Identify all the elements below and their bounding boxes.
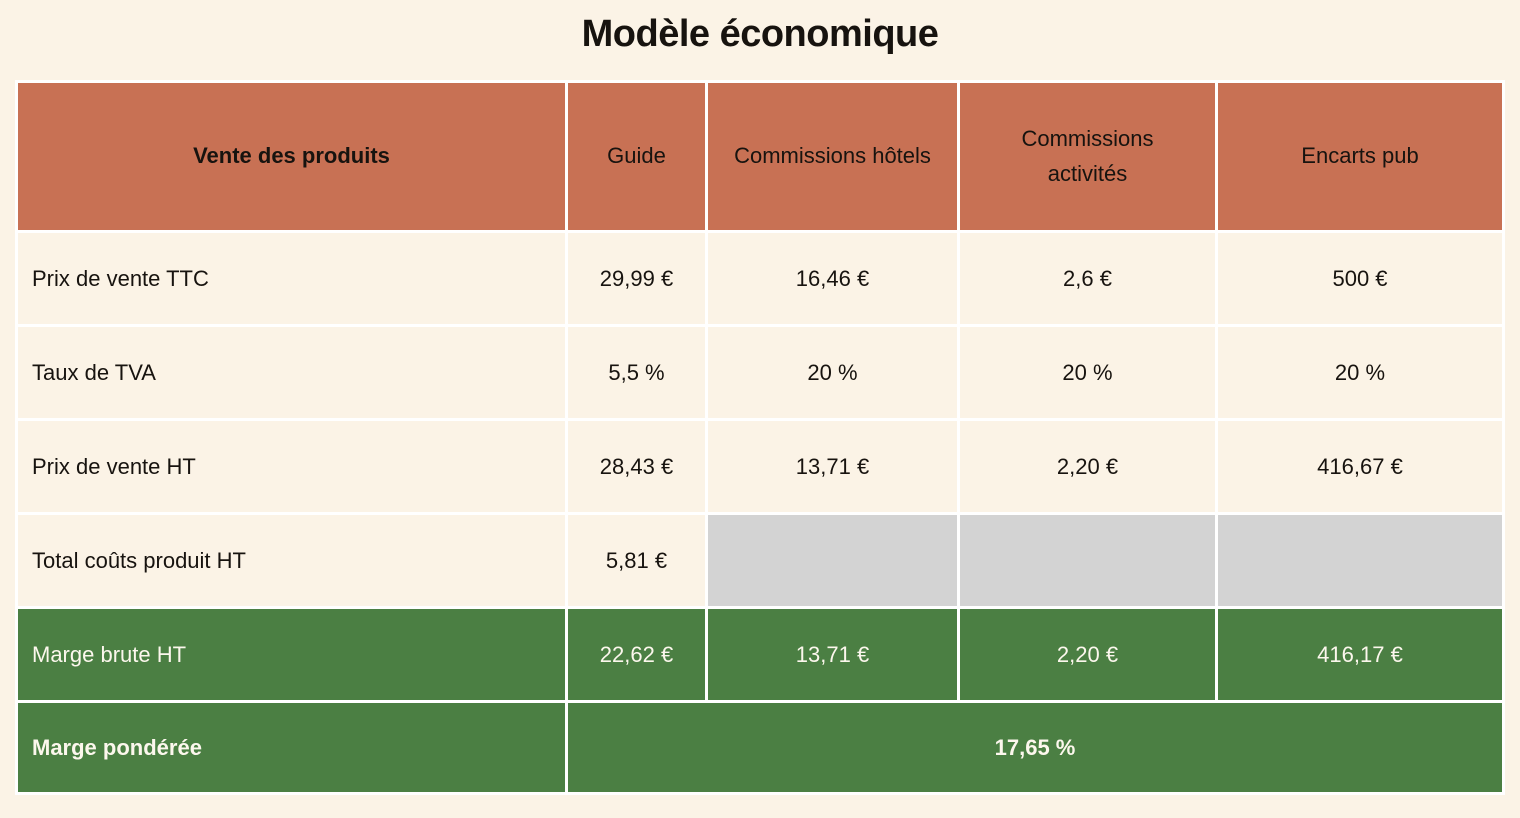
economic-model-table: Vente des produits Guide Commissions hôt… bbox=[15, 80, 1505, 795]
row-prix-de-vente-ttc: Prix de vente TTC 29,99 € 16,46 € 2,6 € … bbox=[15, 230, 1505, 327]
value-cell: 20 % bbox=[705, 324, 960, 421]
value-cell: 416,17 € bbox=[1215, 606, 1505, 703]
row-prix-de-vente-ht: Prix de vente HT 28,43 € 13,71 € 2,20 € … bbox=[15, 418, 1505, 515]
row-marge-brute-ht: Marge brute HT 22,62 € 13,71 € 2,20 € 41… bbox=[15, 606, 1505, 703]
empty-cell bbox=[957, 512, 1218, 609]
value-cell: 20 % bbox=[957, 324, 1218, 421]
value-cell: 2,20 € bbox=[957, 418, 1218, 515]
value-cell: 22,62 € bbox=[565, 606, 708, 703]
row-marge-ponderee: Marge pondérée 17,65 % bbox=[15, 700, 1505, 795]
column-header-commissions-hotels: Commissions hôtels bbox=[705, 80, 960, 233]
empty-cell bbox=[1215, 512, 1505, 609]
value-cell: 500 € bbox=[1215, 230, 1505, 327]
column-header-guide: Guide bbox=[565, 80, 708, 233]
row-label: Prix de vente HT bbox=[15, 418, 568, 515]
value-cell: 13,71 € bbox=[705, 606, 960, 703]
value-cell: 28,43 € bbox=[565, 418, 708, 515]
row-taux-de-tva: Taux de TVA 5,5 % 20 % 20 % 20 % bbox=[15, 324, 1505, 421]
column-header-encarts-pub: Encarts pub bbox=[1215, 80, 1505, 233]
row-label: Taux de TVA bbox=[15, 324, 568, 421]
value-cell: 13,71 € bbox=[705, 418, 960, 515]
value-cell: 416,67 € bbox=[1215, 418, 1505, 515]
row-total-couts-produit-ht: Total coûts produit HT 5,81 € bbox=[15, 512, 1505, 609]
table-header-row: Vente des produits Guide Commissions hôt… bbox=[15, 80, 1505, 233]
row-label: Total coûts produit HT bbox=[15, 512, 568, 609]
value-cell: 5,81 € bbox=[565, 512, 708, 609]
value-cell: 2,20 € bbox=[957, 606, 1218, 703]
value-cell: 20 % bbox=[1215, 324, 1505, 421]
row-label: Prix de vente TTC bbox=[15, 230, 568, 327]
row-label: Marge pondérée bbox=[15, 700, 568, 795]
weighted-margin-value: 17,65 % bbox=[565, 700, 1505, 795]
value-cell: 2,6 € bbox=[957, 230, 1218, 327]
column-header-vente-des-produits: Vente des produits bbox=[15, 80, 568, 233]
row-label: Marge brute HT bbox=[15, 606, 568, 703]
empty-cell bbox=[705, 512, 960, 609]
page-title: Modèle économique bbox=[581, 13, 939, 55]
value-cell: 5,5 % bbox=[565, 324, 708, 421]
value-cell: 16,46 € bbox=[705, 230, 960, 327]
value-cell: 29,99 € bbox=[565, 230, 708, 327]
column-header-commissions-activites: Commissions activités bbox=[957, 80, 1218, 233]
